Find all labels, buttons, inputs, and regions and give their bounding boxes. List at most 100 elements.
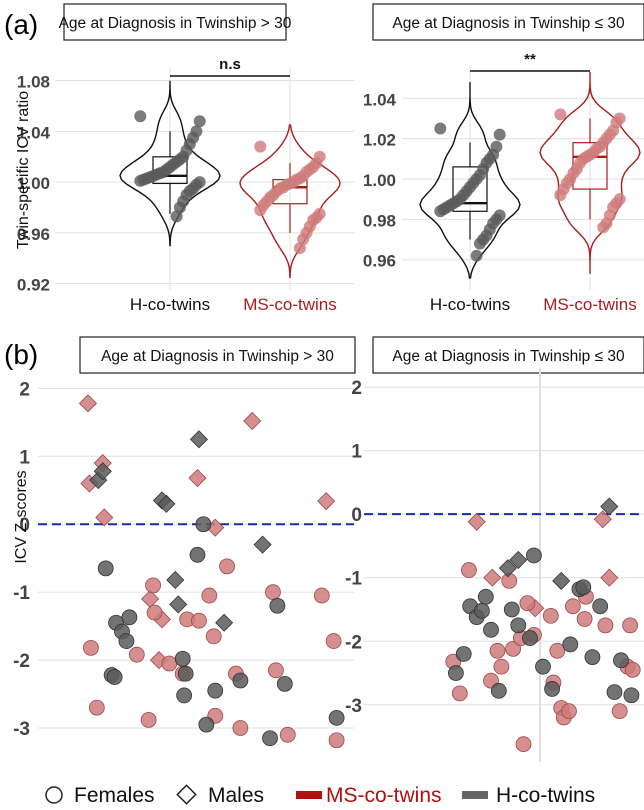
legend-female-circle-icon — [45, 786, 63, 804]
legend-ms-swatch — [296, 791, 322, 799]
h-female-point — [562, 636, 579, 653]
ms-male-point — [78, 394, 98, 413]
ms-female-point — [146, 604, 163, 621]
y-tick-label: 1.02 — [363, 131, 396, 150]
y-tick-label: 1 — [351, 442, 362, 463]
data-point — [134, 110, 147, 123]
ms-female-point — [88, 699, 105, 716]
ms-male-point — [467, 512, 486, 531]
y-tick-label: -2 — [345, 632, 362, 653]
ms-female-point — [611, 703, 628, 720]
data-point — [254, 204, 267, 217]
x-category-label: MS-co-twins — [543, 295, 637, 314]
ms-female-point — [505, 640, 521, 657]
h-female-point — [97, 560, 114, 577]
legend: Females Males MS-co-twins H-co-twins — [45, 784, 595, 807]
data-point — [554, 108, 567, 121]
title-box — [63, 3, 287, 41]
ms-female-point — [201, 587, 218, 604]
ms-male-point — [483, 568, 502, 587]
h-female-point — [535, 658, 551, 675]
panel-b-label: (b) — [4, 339, 38, 370]
ms-male-point — [95, 508, 114, 527]
ms-female-point — [279, 726, 296, 743]
data-point — [170, 210, 183, 223]
h-female-point — [584, 649, 601, 666]
ms-female-point — [219, 558, 235, 575]
h-female-point — [177, 665, 194, 682]
chart-title: Age at Diagnosis in Twinship ≤ 30 — [392, 348, 625, 365]
data-point — [470, 249, 483, 262]
ms-female-point — [460, 562, 477, 578]
y-tick-label: 0.92 — [17, 276, 50, 295]
data-point — [554, 189, 567, 202]
h-female-point — [174, 650, 191, 667]
h-female-point — [269, 597, 286, 614]
h-female-point — [189, 546, 206, 563]
y-tick-label: -3 — [345, 696, 362, 717]
title-box — [372, 336, 644, 374]
legend-ms-label: MS-co-twins — [326, 784, 442, 807]
ms-female-point — [565, 598, 581, 615]
y-tick-label: 1.08 — [17, 73, 50, 92]
chart-title: Age at Diagnosis in Twinship > 30 — [101, 348, 334, 365]
legend-h-label: H-co-twins — [496, 784, 595, 807]
h-male-point — [166, 570, 185, 589]
legend-females-label: Females — [74, 784, 155, 807]
ms-female-point — [576, 611, 593, 627]
title-box — [79, 336, 356, 374]
h-female-point — [121, 609, 138, 626]
title-box — [372, 3, 644, 41]
y-tick-label: 0 — [351, 505, 362, 526]
h-female-point — [447, 665, 464, 681]
h-female-point — [106, 669, 123, 685]
data-point — [434, 122, 447, 135]
h-female-point — [503, 601, 520, 618]
x-category-label: MS-co-twins — [243, 295, 337, 314]
h-male-point — [157, 494, 176, 513]
ms-male-point — [188, 468, 207, 488]
h-male-point — [498, 559, 517, 578]
h-male-point — [253, 535, 272, 554]
ms-male-point — [317, 492, 336, 511]
h-female-point — [276, 675, 293, 692]
h-male-point — [215, 613, 234, 632]
y-tick-label: 0 — [19, 515, 30, 536]
h-female-point — [490, 682, 507, 699]
legend-males-label: Males — [208, 784, 264, 807]
violin-shape — [419, 82, 521, 279]
h-female-point — [198, 716, 215, 733]
h-female-point — [262, 730, 278, 747]
data-point — [493, 128, 506, 141]
h-female-point — [328, 709, 345, 726]
y-tick-label: -2 — [13, 651, 30, 672]
h-female-point — [473, 602, 490, 619]
box — [452, 166, 488, 212]
h-female-point — [483, 621, 499, 638]
y-tick-label: 1.04 — [17, 123, 51, 142]
ms-female-point — [313, 587, 330, 604]
h-female-point — [232, 672, 249, 689]
x-category-label: H-co-twins — [130, 295, 210, 314]
h-female-point — [526, 547, 542, 564]
ms-male-point — [593, 510, 612, 529]
h-male-point — [600, 497, 619, 516]
violin-chart-right: 0.96 0.98 1.00 1.02 1.04 Age at Diagnosis in … — [363, 3, 644, 314]
h-male-point — [552, 571, 571, 590]
panel-a-label: (a) — [4, 9, 38, 40]
data-point — [293, 242, 306, 255]
h-female-point — [510, 617, 527, 634]
scatter-chart-left: 2 1 0 -1 -2 -3 Age at Diagnosis in Twinship > … — [13, 336, 356, 749]
h-female-point — [575, 579, 592, 596]
ms-female-point — [493, 658, 510, 675]
ms-female-point — [489, 642, 506, 659]
ms-female-point — [325, 633, 342, 649]
ms-female-point — [232, 720, 249, 736]
significance-label: n.s — [219, 56, 241, 73]
y-tick-label: -1 — [13, 583, 30, 604]
ms-female-point — [205, 628, 222, 645]
h-male-point — [93, 462, 112, 481]
ms-female-point — [597, 617, 614, 634]
scatter-chart-right: 2 1 0 -1 -2 -3 Age at Diagnosis in Twinship ≤ … — [345, 336, 644, 762]
